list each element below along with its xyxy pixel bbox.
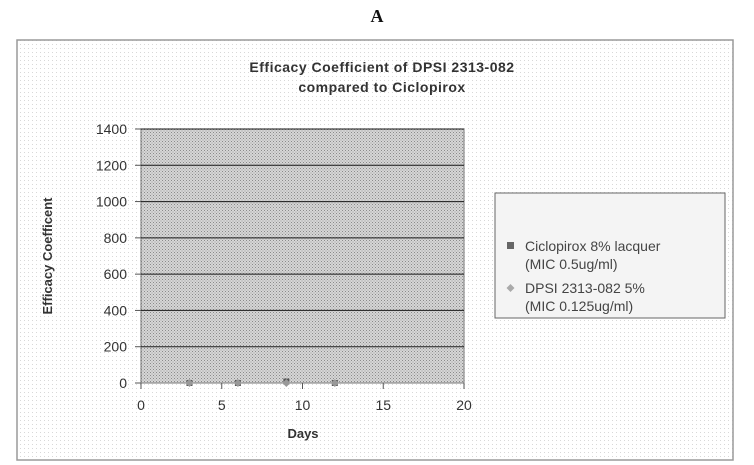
- y-tick-label-0: 0: [119, 375, 127, 391]
- y-axis-label: Efficacy Coefficent: [40, 197, 55, 315]
- y-tick-label-600: 600: [104, 266, 128, 282]
- legend: Ciclopirox 8% lacquer (MIC 0.5ug/ml) DPS…: [495, 193, 725, 318]
- legend-label-dpsi: DPSI 2313-082 5%: [525, 280, 645, 296]
- x-tick-label-0: 0: [137, 397, 145, 413]
- y-tick-label-200: 200: [104, 339, 128, 355]
- y-tick-label-400: 400: [104, 302, 128, 318]
- y-tick-label-1400: 1400: [96, 121, 127, 137]
- x-tick-label-20: 20: [456, 397, 472, 413]
- x-tick-label-15: 15: [375, 397, 391, 413]
- chart-title-line-1: Efficacy Coefficient of DPSI 2313-082: [249, 59, 514, 75]
- legend-marker-ciclopirox: [507, 242, 514, 249]
- x-tick-label-10: 10: [295, 397, 311, 413]
- legend-label-dpsi-mic: (MIC 0.125ug/ml): [525, 298, 633, 314]
- legend-label-ciclopirox: Ciclopirox 8% lacquer: [525, 238, 661, 254]
- x-tick-label-5: 5: [218, 397, 226, 413]
- x-axis-label: Days: [287, 426, 318, 441]
- legend-label-ciclopirox-mic: (MIC 0.5ug/ml): [525, 256, 618, 272]
- y-tick-label-800: 800: [104, 230, 128, 246]
- y-tick-label-1200: 1200: [96, 157, 127, 173]
- chart-title-line-2: compared to Ciclopirox: [298, 79, 465, 95]
- plot-area: [141, 129, 464, 383]
- y-tick-label-1000: 1000: [96, 194, 127, 210]
